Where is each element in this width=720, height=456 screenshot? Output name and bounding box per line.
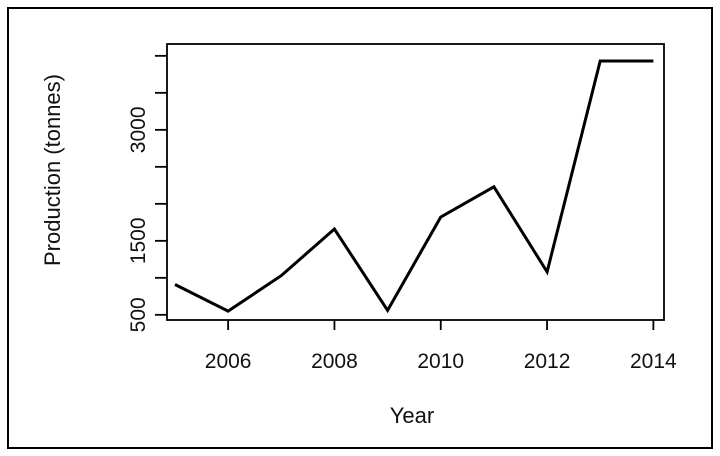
y-tick-label: 1500 xyxy=(127,217,150,264)
outer-border xyxy=(7,7,713,449)
plot-area-box xyxy=(166,43,665,321)
x-axis-label: Year xyxy=(390,403,434,428)
x-tick-label: 2006 xyxy=(205,350,252,373)
y-axis: 500 1500 3000 xyxy=(127,54,167,332)
y-tick-label: 3000 xyxy=(127,106,150,153)
x-tick-label: 2008 xyxy=(311,350,358,373)
y-axis-label: Production (tonnes) xyxy=(40,74,65,266)
production-series-line xyxy=(174,59,654,314)
x-tick-label: 2010 xyxy=(417,350,464,373)
x-tick-label: 2012 xyxy=(524,350,571,373)
x-tick-label: 2014 xyxy=(630,350,677,373)
x-axis: 2006 2008 2010 2012 2014 xyxy=(205,320,677,373)
y-tick-label: 500 xyxy=(127,297,150,332)
